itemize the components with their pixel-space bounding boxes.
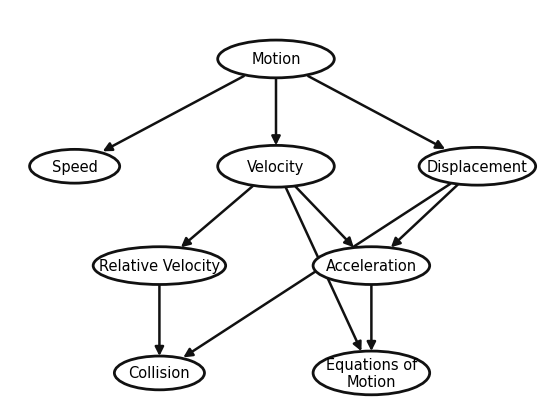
Ellipse shape [114, 356, 204, 390]
Ellipse shape [217, 146, 335, 188]
Text: Speed: Speed [52, 159, 98, 174]
Text: Collision: Collision [129, 366, 190, 380]
Ellipse shape [419, 148, 535, 186]
Text: Equations of
Motion: Equations of Motion [326, 357, 417, 389]
Ellipse shape [313, 351, 429, 395]
Ellipse shape [93, 247, 226, 285]
Text: Velocity: Velocity [247, 159, 305, 174]
Ellipse shape [30, 150, 120, 184]
Ellipse shape [217, 41, 335, 78]
Text: Relative Velocity: Relative Velocity [99, 259, 220, 273]
Ellipse shape [313, 247, 429, 285]
Text: Displacement: Displacement [427, 159, 528, 174]
Text: Motion: Motion [251, 52, 301, 67]
Text: Acceleration: Acceleration [326, 259, 417, 273]
